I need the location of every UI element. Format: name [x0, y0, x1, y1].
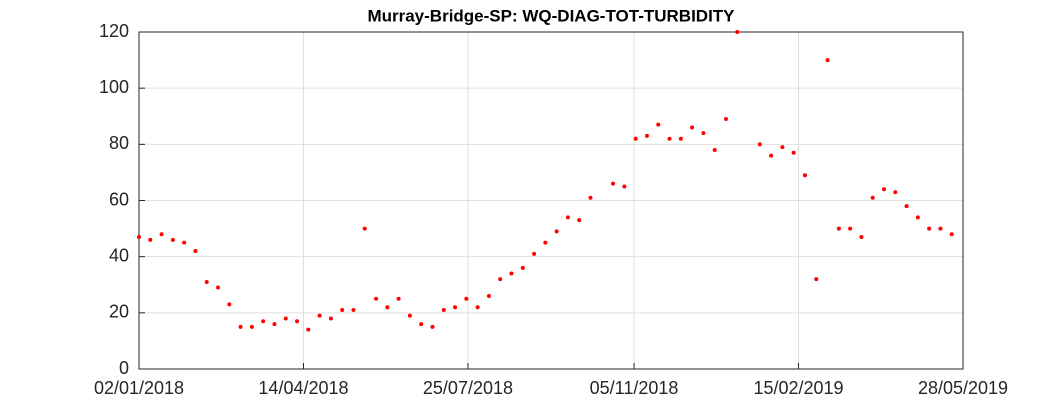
data-point: [802, 173, 807, 178]
data-point: [407, 313, 412, 318]
data-point: [532, 251, 537, 256]
data-point: [893, 190, 898, 195]
data-point: [848, 226, 853, 231]
data-point: [881, 187, 886, 192]
data-point: [927, 226, 932, 231]
y-tick-label: 0: [119, 358, 129, 378]
y-tick-label: 20: [109, 302, 129, 322]
data-point: [182, 240, 187, 245]
data-point: [825, 58, 830, 63]
data-point: [577, 218, 582, 223]
y-tick-label: 120: [99, 21, 129, 41]
data-point: [690, 125, 695, 130]
data-point: [306, 327, 311, 332]
data-point: [419, 322, 424, 327]
data-point: [475, 305, 480, 310]
data-point: [464, 296, 469, 301]
chart-title: Murray-Bridge-SP: WQ-DIAG-TOT-TURBIDITY: [367, 6, 735, 25]
data-point: [757, 142, 762, 147]
y-tick-label: 100: [99, 77, 129, 97]
data-point: [509, 271, 514, 276]
data-point: [486, 293, 491, 298]
data-point: [283, 316, 288, 321]
x-tick-label: 28/05/2019: [918, 378, 1008, 398]
data-point: [678, 136, 683, 141]
x-tick-label: 25/07/2018: [423, 378, 513, 398]
data-point: [904, 204, 909, 209]
data-point: [520, 265, 525, 270]
data-point: [949, 232, 954, 237]
data-point: [554, 229, 559, 234]
data-point: [385, 305, 390, 310]
y-tick-label: 40: [109, 245, 129, 265]
data-point: [295, 319, 300, 324]
data-point: [656, 122, 661, 127]
data-point: [170, 237, 175, 242]
data-point: [915, 215, 920, 220]
plot-frame: [138, 31, 964, 370]
data-point: [148, 237, 153, 242]
data-point: [340, 308, 345, 313]
data-point: [272, 322, 277, 327]
data-point: [780, 145, 785, 150]
data-point: [836, 226, 841, 231]
data-point: [498, 277, 503, 282]
data-point: [317, 313, 322, 318]
data-point: [374, 296, 379, 301]
y-tick-label: 80: [109, 133, 129, 153]
data-point: [735, 30, 740, 34]
data-point: [227, 302, 232, 307]
data-point: [159, 232, 164, 237]
data-point: [362, 226, 367, 231]
data-point: [701, 131, 706, 136]
x-tick-label: 15/02/2019: [753, 378, 843, 398]
x-tick-label: 14/04/2018: [258, 378, 348, 398]
data-point: [396, 296, 401, 301]
data-point: [870, 195, 875, 200]
data-point: [667, 136, 672, 141]
data-point: [814, 277, 819, 282]
data-point: [644, 133, 649, 138]
data-point: [859, 235, 864, 240]
data-point: [249, 324, 254, 329]
data-point: [769, 153, 774, 158]
y-tick-label: 60: [109, 189, 129, 209]
data-point: [611, 181, 616, 186]
data-point: [453, 305, 458, 310]
data-point: [238, 324, 243, 329]
data-point: [441, 308, 446, 313]
data-point: [712, 147, 717, 152]
data-point: [543, 240, 548, 245]
x-tick-label: 05/11/2018: [590, 378, 679, 398]
data-point: [938, 226, 943, 231]
x-tick-label: 02/01/2018: [94, 378, 184, 398]
data-point: [588, 195, 593, 200]
data-point: [633, 136, 638, 141]
data-point: [328, 316, 333, 321]
data-point: [622, 184, 627, 189]
data-point: [430, 324, 435, 329]
data-point: [193, 249, 198, 254]
data-point: [351, 308, 356, 313]
data-point: [565, 215, 570, 220]
data-point: [137, 235, 141, 240]
data-point: [204, 279, 209, 284]
data-point: [791, 150, 796, 155]
data-point: [723, 117, 728, 122]
data-point: [261, 319, 266, 324]
data-point: [216, 285, 221, 290]
